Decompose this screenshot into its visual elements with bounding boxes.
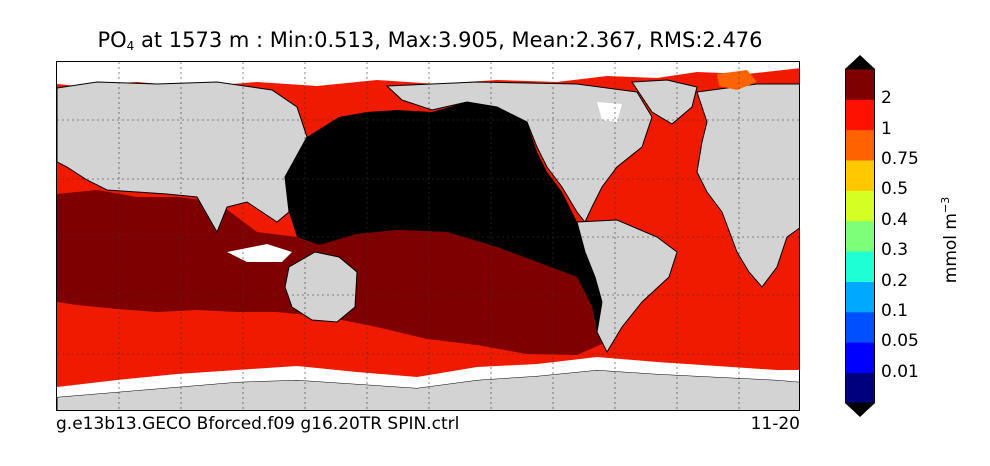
colorbar-segment	[845, 160, 875, 191]
date-range: 11-20	[750, 414, 800, 434]
colorbar-tick: 0.4	[881, 209, 909, 230]
colorbar-tick: 0.2	[881, 270, 909, 291]
title-variable: PO	[97, 28, 127, 52]
map-svg	[57, 62, 799, 410]
land-eurasia-west	[57, 81, 308, 234]
land-greenland	[631, 79, 698, 125]
region-orange-labrador	[717, 70, 757, 90]
colorbar-tick: 0.01	[881, 361, 919, 382]
colorbar-tick: 0.3	[881, 240, 909, 261]
colorbar-tick: 1	[881, 118, 892, 139]
colorbar-unit-base: mmol m	[940, 213, 961, 284]
colorbar-tick: 0.5	[881, 179, 909, 200]
colorbar-segments	[845, 69, 875, 404]
ocean-map	[56, 61, 800, 411]
colorbar-segment	[845, 69, 875, 100]
colorbar-segment	[845, 99, 875, 131]
region-white-arctic	[57, 62, 799, 87]
region-black-pacific	[285, 102, 605, 332]
colorbar-segment	[845, 311, 875, 343]
missing-hudson	[597, 102, 622, 122]
colorbar	[845, 55, 875, 417]
colorbar-tick: 0.1	[881, 300, 909, 321]
colorbar-unit: mmol m−3	[939, 197, 961, 283]
colorbar-segment	[845, 251, 875, 282]
colorbar-segment	[845, 129, 875, 161]
plot-title: PO4 at 1573 m : Min:0.513, Max:3.905, Me…	[0, 28, 860, 53]
colorbar-tick: 2	[881, 88, 892, 109]
land-north-america	[385, 81, 653, 223]
land-masses	[57, 79, 799, 410]
gridlines	[57, 62, 799, 410]
colorbar-segment	[845, 372, 875, 404]
colorbar-under-arrow	[845, 403, 875, 417]
colorbar-unit-exp: −3	[939, 196, 953, 213]
land-eurasia-east	[696, 83, 799, 288]
title-subscript: 4	[126, 39, 135, 53]
colorbar-segment	[845, 342, 875, 374]
colorbar-over-arrow	[845, 55, 875, 69]
missing-antarctic-edge	[57, 357, 799, 397]
colorbar-tick: 0.75	[881, 149, 919, 170]
colorbar-tick: 0.05	[881, 331, 919, 352]
colorbar-segment	[845, 190, 875, 222]
title-stats: at 1573 m : Min:0.513, Max:3.905, Mean:2…	[134, 28, 763, 52]
colorbar-segment	[845, 220, 875, 252]
land-australia	[284, 251, 358, 323]
colorbar-segment	[845, 281, 875, 313]
case-name: g.e13b13.GECO Bforced.f09 g16.20TR SPIN.…	[56, 414, 460, 434]
colorbar-outline	[845, 68, 875, 404]
